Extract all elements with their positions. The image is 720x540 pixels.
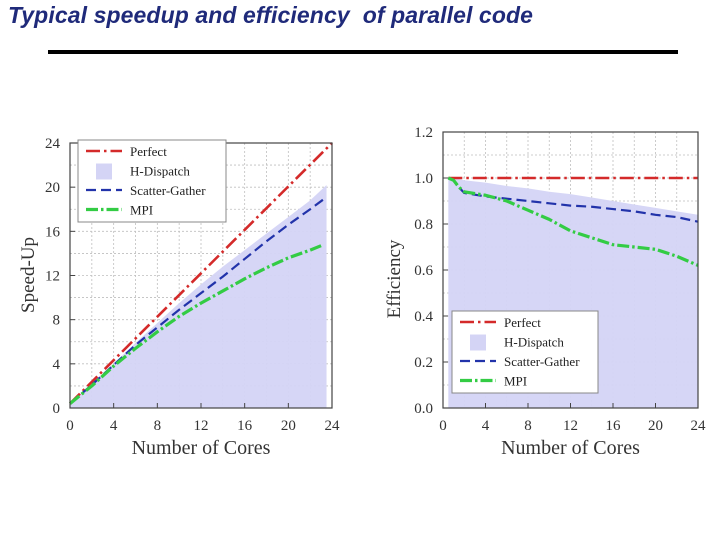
speedup-chart: 0 4 8 12 16 20 24 0 4 8 12 16 20 24 Number of Cores Spe… bbox=[18, 136, 340, 459]
x-axis-title: Number of Cores bbox=[132, 437, 271, 459]
y-tick-label: 4 bbox=[53, 357, 61, 373]
legend-swatch-h-dispatch bbox=[96, 163, 112, 180]
series-mpi-line bbox=[447, 176, 699, 267]
legend: Perfect H-Dispatch Scatter-Gather MPI bbox=[451, 310, 599, 394]
legend-label: Perfect bbox=[130, 144, 167, 159]
y-tick-label: 0.0 bbox=[414, 401, 433, 417]
x-tick-label: 16 bbox=[606, 418, 622, 434]
series-perfect-line bbox=[69, 142, 333, 405]
legend-label: Scatter-Gather bbox=[130, 183, 206, 198]
legend: Perfect H-Dispatch Scatter-Gather MPI bbox=[77, 139, 227, 223]
y-tick-label: 8 bbox=[53, 313, 61, 329]
x-tick-label: 0 bbox=[66, 418, 74, 434]
y-tick-label: 24 bbox=[45, 136, 61, 152]
x-tick-label: 4 bbox=[482, 418, 490, 434]
efficiency-chart: 0 4 8 12 16 20 24 0.0 0.2 0.4 0.6 0.8 1.0 1.2 Number o… bbox=[384, 125, 706, 459]
y-tick-label: 0.8 bbox=[414, 217, 433, 233]
x-tick-label: 12 bbox=[563, 418, 578, 434]
x-tick-label: 20 bbox=[281, 418, 296, 434]
y-axis-title: Speed-Up bbox=[18, 237, 39, 313]
x-tick-label: 24 bbox=[325, 418, 341, 434]
legend-label: MPI bbox=[504, 374, 527, 389]
legend-label: Scatter-Gather bbox=[504, 354, 580, 369]
x-tick-label: 0 bbox=[439, 418, 447, 434]
series-scatter-gather-line bbox=[69, 196, 328, 405]
y-tick-label: 1.2 bbox=[414, 125, 433, 141]
y-tick-label: 0 bbox=[53, 401, 61, 417]
legend-label: H-Dispatch bbox=[130, 164, 190, 179]
title-divider bbox=[48, 50, 678, 54]
y-tick-label: 0.4 bbox=[414, 309, 433, 325]
legend-label: H-Dispatch bbox=[504, 335, 564, 350]
x-tick-label: 16 bbox=[237, 418, 253, 434]
legend-swatch-h-dispatch bbox=[470, 334, 486, 351]
legend-label: MPI bbox=[130, 203, 153, 218]
x-tick-label: 24 bbox=[691, 418, 707, 434]
legend-label: Perfect bbox=[504, 315, 541, 330]
x-tick-label: 8 bbox=[154, 418, 162, 434]
y-tick-label: 1.0 bbox=[414, 171, 433, 187]
y-tick-label: 12 bbox=[45, 269, 60, 285]
y-tick-label: 0.6 bbox=[414, 263, 433, 279]
slide-title: Typical speedup and efficiency of parall… bbox=[8, 2, 534, 28]
x-tick-label: 4 bbox=[110, 418, 118, 434]
y-tick-label: 16 bbox=[45, 224, 61, 240]
y-tick-label: 0.2 bbox=[414, 355, 433, 371]
x-tick-label: 20 bbox=[648, 418, 663, 434]
x-axis-title: Number of Cores bbox=[501, 437, 640, 459]
x-tick-label: 8 bbox=[524, 418, 532, 434]
y-axis-title: Efficiency bbox=[384, 239, 405, 318]
series-mpi-line bbox=[68, 244, 322, 405]
y-tick-label: 20 bbox=[45, 180, 60, 196]
x-tick-label: 12 bbox=[194, 418, 209, 434]
